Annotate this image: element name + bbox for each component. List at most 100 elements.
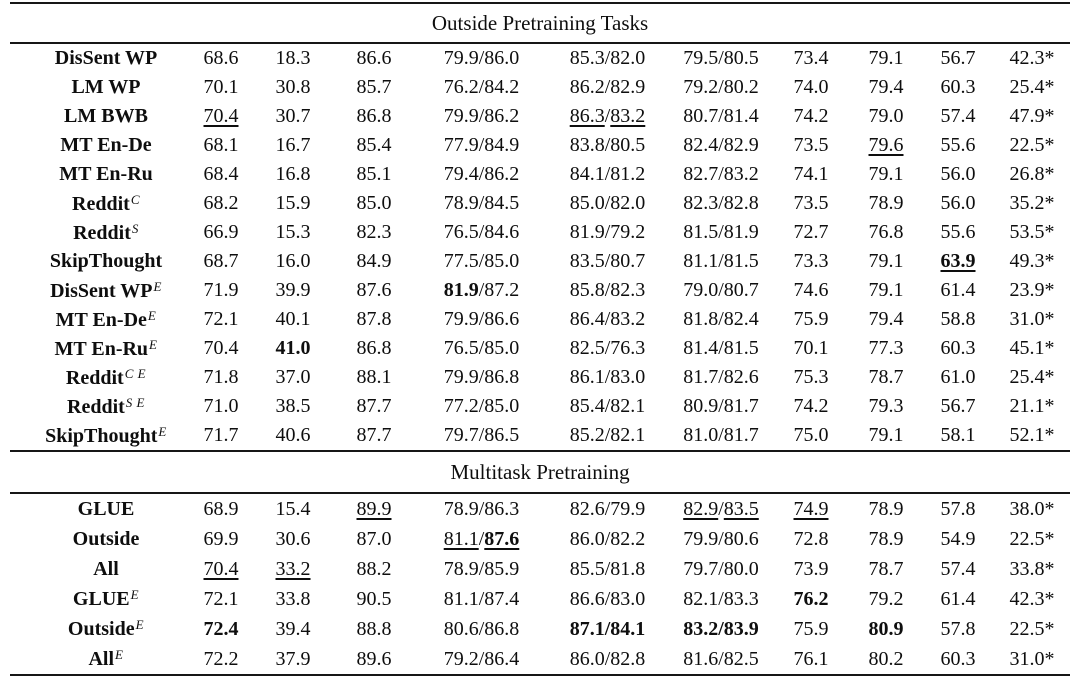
score-cell: 82.3/82.8 — [683, 192, 759, 214]
score-cell: 58.8 — [940, 308, 976, 330]
score-cell: 72.7 — [793, 221, 829, 243]
table-row: RedditC 68.2 15.9 85.0 78.9/84.5 85.0/82.0 82.… — [10, 189, 1070, 218]
score-cell: 58.1 — [940, 424, 976, 446]
score-cell: 33.8* — [1009, 557, 1055, 580]
row-label: SkipThought — [49, 250, 163, 272]
score-cell: 86.4/83.2 — [569, 308, 646, 330]
score-cell: 82.4/82.9 — [683, 134, 759, 156]
score-cell: 39.9 — [275, 279, 311, 301]
score-cell: 87.0 — [356, 527, 392, 550]
score-cell: 30.7 — [275, 105, 311, 127]
row-label: MT En-De — [60, 134, 152, 156]
score-cell: 90.5 — [356, 587, 392, 610]
score-cell: 73.3 — [793, 250, 829, 272]
score-cell: 68.6 — [203, 47, 239, 69]
row-label: OutsideE — [67, 617, 145, 640]
score-cell: 76.1 — [793, 647, 829, 670]
score-cell: 75.0 — [793, 424, 829, 446]
row-label-superscript: E — [153, 278, 162, 294]
score-cell: 77.9/84.9 — [443, 134, 520, 156]
score-cell: 86.2/82.9 — [569, 76, 646, 98]
score-cell: 81.6/82.5 — [683, 647, 759, 670]
score-cell: 22.5* — [1009, 617, 1055, 640]
row-label-superscript: E — [147, 307, 157, 323]
score-cell: 79.9/80.6 — [683, 527, 759, 550]
score-cell: 79.9/86.0 — [443, 47, 520, 69]
score-cell: 86.0/82.2 — [569, 527, 646, 550]
score-cell: 83.5/80.7 — [569, 250, 646, 272]
row-label: DisSent WPE — [50, 278, 162, 302]
table-row: RedditS 66.9 15.3 82.3 76.5/84.6 81.9/79.2 81.… — [10, 218, 1070, 247]
score-cell: 61.0 — [940, 366, 976, 388]
score-cell: 82.7/83.2 — [683, 163, 759, 185]
score-cell: 87.1/84.1 — [569, 617, 646, 640]
score-cell: 56.7 — [940, 395, 976, 417]
score-cell: 57.8 — [940, 617, 976, 640]
score-cell: 74.2 — [793, 105, 829, 127]
score-cell: 79.2/80.2 — [683, 76, 759, 98]
score-cell: 82.1/83.3 — [683, 587, 759, 610]
score-cell: 81.5/81.9 — [683, 221, 759, 243]
score-cell: 72.4 — [203, 617, 239, 640]
row-label-superscript: E — [135, 617, 145, 632]
score-cell: 25.4* — [1009, 366, 1055, 388]
score-cell: 87.6 — [356, 279, 392, 301]
table-row: SkipThoughtE 71.7 40.6 87.7 79.7/86.5 85.2/82… — [10, 421, 1070, 451]
score-cell: 78.7 — [868, 366, 904, 388]
score-cell: 75.9 — [793, 308, 829, 330]
score-cell: 79.1 — [868, 47, 904, 69]
score-cell: 79.4/86.2 — [443, 163, 520, 185]
row-label: AllE — [88, 647, 124, 670]
score-cell: 22.5* — [1009, 134, 1055, 156]
score-cell: 37.0 — [275, 366, 311, 388]
score-cell: 84.9 — [356, 250, 392, 272]
row-label: RedditS E — [67, 394, 145, 418]
score-cell: 78.9/84.5 — [443, 192, 520, 214]
score-cell: 85.7 — [356, 76, 392, 98]
row-label-superscript: E — [149, 336, 158, 352]
score-cell: 81.8/82.4 — [683, 308, 759, 330]
row-label: MT En-Ru — [59, 163, 153, 185]
score-cell: 87.8 — [356, 308, 392, 330]
table-row: OutsideE 72.4 39.4 88.8 80.6/86.8 87.1/84.1 83… — [10, 614, 1070, 644]
score-cell: 74.0 — [793, 76, 829, 98]
score-cell: 80.9/81.7 — [683, 395, 759, 417]
score-cell: 47.9* — [1009, 105, 1055, 127]
score-cell: 57.4 — [940, 105, 976, 127]
score-cell: 30.6 — [275, 527, 311, 550]
score-cell: 88.2 — [356, 557, 392, 580]
score-cell: 68.7 — [203, 250, 239, 272]
score-cell: 42.3* — [1009, 47, 1055, 69]
score-cell: 79.4 — [868, 76, 904, 98]
score-cell: 75.3 — [793, 366, 829, 388]
score-cell: 41.0 — [275, 337, 311, 359]
score-cell: 70.4 — [203, 105, 239, 127]
score-cell: 21.1* — [1009, 395, 1055, 417]
score-cell: 72.1 — [203, 308, 239, 330]
score-cell: 55.6 — [940, 134, 976, 156]
score-cell: 79.1 — [868, 163, 904, 185]
score-cell: 79.9/86.6 — [443, 308, 520, 330]
score-cell: 16.0 — [275, 250, 311, 272]
score-cell: 71.8 — [203, 366, 239, 388]
table-row: LM WP 70.1 30.8 85.7 76.2/84.2 86.2/82.9 79.2/… — [10, 73, 1070, 102]
score-cell: 71.9 — [203, 279, 239, 301]
row-label: All — [93, 557, 119, 580]
score-cell: 18.3 — [275, 47, 311, 69]
score-cell: 40.6 — [275, 424, 311, 446]
score-cell: 78.9 — [868, 527, 904, 550]
row-label-superscript: S — [131, 220, 139, 236]
score-cell: 85.3/82.0 — [569, 47, 646, 69]
score-cell: 30.8 — [275, 76, 311, 98]
score-cell: 73.4 — [793, 47, 829, 69]
score-cell: 83.8/80.5 — [569, 134, 646, 156]
score-cell: 79.2/86.4 — [443, 647, 520, 670]
score-cell: 15.9 — [275, 192, 311, 214]
score-cell: 38.5 — [275, 395, 311, 417]
score-cell: 81.1/87.6 — [443, 527, 520, 550]
score-cell: 86.3/83.2 — [569, 105, 646, 127]
row-label: Outside — [72, 527, 140, 550]
row-label-superscript: C — [130, 191, 140, 207]
score-cell: 79.0 — [868, 105, 904, 127]
table-row: All 70.4 33.2 88.2 78.9/85.9 85.5/81.8 79.7/80… — [10, 554, 1070, 584]
